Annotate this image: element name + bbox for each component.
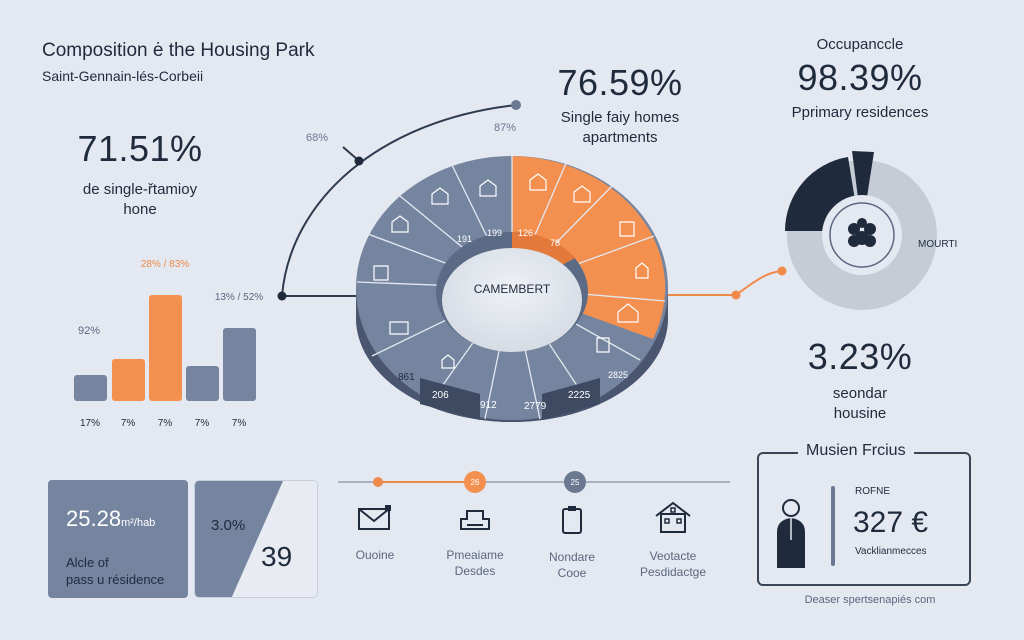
inner-label-3: 126 [518, 228, 534, 238]
secondary-label-1: seondar [832, 385, 888, 402]
bar-4 [186, 366, 219, 401]
arc-label-left: 68% [306, 132, 329, 144]
camembert-center-label: CAMEMBERT [473, 282, 551, 296]
step-3-label-1: Nondare [548, 550, 596, 564]
bar-x-3: 7% [157, 418, 173, 429]
timeline-dot-1[interactable]: 26 [464, 471, 486, 493]
secondary-label-2: housine [833, 405, 887, 422]
area-unit: m²/hab [121, 517, 156, 529]
bar-x-4: 7% [194, 418, 210, 429]
price-sub: Vacklianmecces [855, 546, 927, 557]
occupancy-value: 98.39% [797, 57, 923, 98]
rim-label-1: 861 [398, 372, 415, 383]
secondary-housing-stat: 3.23% seondar housine [770, 336, 950, 424]
single-family-value: 71.51% [77, 128, 203, 169]
step-1-label: Ouoine [355, 548, 395, 562]
center-stat-label-1: Single faiy homes [560, 109, 680, 126]
clipboard-icon [562, 506, 582, 534]
bar-x-2: 7% [120, 418, 136, 429]
rim-label-6: 2825 [608, 370, 629, 380]
area-per-resident-card: 25.28m²/hab Alcle of pass u résidence [48, 480, 188, 598]
bar-1 [74, 375, 107, 401]
envelope-icon [358, 505, 391, 530]
bar-5 [223, 328, 256, 401]
timeline-progress [378, 481, 478, 483]
bar-x-1: 17% [79, 418, 100, 429]
rim-label-4: 2779 [524, 401, 547, 412]
step-2-label-2: Desdes [454, 564, 496, 578]
bar-5-label: 13% / 52% [214, 292, 264, 303]
arc-label-right: 87% [494, 122, 517, 134]
bar-x-5: 7% [231, 418, 247, 429]
inner-label-4: 78 [550, 238, 561, 248]
price-divider [831, 486, 835, 566]
timeline-step-2[interactable]: Pmeaiame Desdes [420, 505, 530, 579]
step-3-label-2: Cooe [557, 566, 587, 580]
occupancy-heading: Occupanccle [816, 36, 904, 53]
split-card: 3.0% 39 [194, 480, 318, 598]
single-family-label-2: hone [123, 201, 157, 218]
bar-3 [149, 295, 182, 401]
occupancy-stat: Occupanccle 98.39% Pprimary residences [760, 36, 960, 123]
single-family-apartments-stat: 76.59% Single faiy homes apartments [520, 62, 720, 148]
page-title: Composition ė the Housing Park [42, 40, 315, 61]
split-number: 39 [261, 541, 293, 572]
rim-label-2: 206 [432, 390, 449, 401]
secondary-value: 3.23% [807, 336, 913, 377]
bar-chart: 92% 28% / 83% 13% / 52% 17% 7% 7% 7% 7% [0, 0, 263, 429]
price-box-title: Musien Frcius [798, 442, 914, 460]
area-label-1: Alcle of [66, 555, 109, 570]
page-subtitle: Saint-Gennain-lés-Corbeii [42, 68, 204, 84]
buildings-icon [460, 510, 490, 530]
bar-3-label: 28% / 83% [140, 259, 190, 270]
center-stat-label-2: apartments [582, 129, 658, 146]
house-icon [655, 501, 691, 533]
camembert-top [356, 156, 668, 420]
price-tag: ROFNE [855, 486, 890, 497]
inner-label-2: 199 [487, 228, 503, 238]
split-percent: 3.0% [211, 517, 246, 534]
area-label-2: pass u résidence [66, 572, 165, 587]
step-4-label-1: Veotacte [649, 549, 697, 563]
center-stat-value: 76.59% [557, 62, 683, 103]
step-4-label-2: Pesdidactge [639, 565, 707, 579]
rim-label-3: 912 [480, 400, 497, 411]
occupancy-label: Pprimary residences [791, 104, 929, 121]
donut-label: MOURTI [918, 239, 958, 250]
single-family-label-1: de single-řtamioy [82, 181, 198, 198]
step-2-label-1: Pmeaiame [446, 548, 504, 562]
timeline-step-1[interactable]: Ouoine [320, 505, 430, 563]
occupancy-donut [785, 151, 937, 310]
connector-arc [281, 104, 517, 297]
source-footer[interactable]: Deaser spertsenapiés com [804, 594, 936, 606]
price-box: ROFNE 327 € Vacklianmecces [757, 452, 971, 586]
person-icon [777, 499, 805, 568]
price-value: 327 € [853, 506, 929, 539]
timeline-step-4[interactable]: Veotacte Pesdidactge [618, 500, 728, 580]
timeline-dot-2[interactable]: 25 [564, 471, 586, 493]
timeline-start-dot [373, 477, 383, 487]
inner-label-1: 191 [457, 234, 473, 244]
house-icons [373, 173, 649, 369]
cluster-icon [848, 218, 876, 247]
single-family-stat: 71.51% de single-řtamioy hone [40, 128, 240, 220]
area-value: 25.28 [66, 506, 122, 531]
bar-side-label: 92% [77, 325, 101, 337]
rim-label-5: 2225 [568, 390, 591, 401]
timeline-track [338, 481, 730, 483]
timeline-step-3[interactable]: Nondare Cooe [517, 505, 627, 581]
bar-2 [112, 359, 145, 401]
